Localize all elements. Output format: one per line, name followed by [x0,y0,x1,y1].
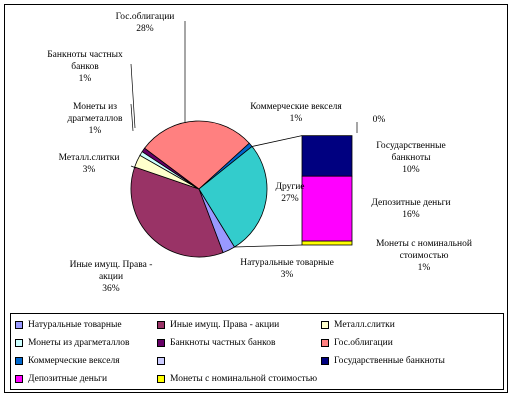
data-label-gosbank: Государственные банкноты 10% [376,141,445,175]
data-label-monety: Монеты из драгметаллов 1% [67,102,123,136]
legend-label: Депозитные деньги [28,374,108,384]
legend-label: Государственные банкноты [334,356,445,366]
connector-line-bottom [234,244,303,248]
data-label-monnom: Монеты с номинальной стоимостью 1% [376,238,472,273]
legend-label: Коммерческие векселя [28,356,120,366]
legend-item-unlabeled [157,354,170,368]
chart-legend: Натуральные товарные Иные имущ. Права - а… [10,313,504,390]
legend-item-банкноты-частных-банков: Банкноты частных банков [157,336,275,350]
legend-swatch [157,321,165,329]
pie-slice-другие [198,145,268,248]
bar-segment-депозитные-деньги [301,175,353,242]
data-label-zero: 0% [373,115,386,125]
data-label-nat: Натуральные товарные 3% [240,258,334,280]
bar-segment-государственные-банкноты [301,135,353,177]
pie-slice-гос-облигации [144,120,250,190]
legend-item-монеты-с-номинальной-стоимостью: Монеты с номинальной стоимостью [157,372,317,386]
legend-label: Гос.облигации [334,338,393,348]
legend-label: Монеты с номинальной стоимостью [170,374,318,384]
leader-line [130,63,136,129]
leader-line [130,103,134,132]
connector-line-top [251,135,303,147]
leader-line [130,165,137,169]
legend-item-гос-облигации: Гос.облигации [321,336,393,350]
data-label-drugie: Другие 27% [275,182,304,204]
legend-item-депозитные-деньги: Депозитные деньги [15,372,107,386]
legend-item-металл-слитки: Металл.слитки [321,318,395,332]
data-label-metal: Металл.слитки 3% [59,153,120,175]
legend-swatch [321,357,329,365]
pie-slice-иные-имущ-права-акции [130,166,224,258]
legend-swatch [157,375,165,383]
legend-label: Иные имущ. Права - акции [170,320,280,330]
legend-item-монеты-из-драгметаллов: Монеты из драгметаллов [15,336,129,350]
legend-swatch [157,357,165,365]
legend-swatch [321,321,329,329]
legend-item-натуральные-товарные: Натуральные товарные [15,318,122,332]
legend-label: Натуральные товарные [28,320,122,330]
legend-item-иные-имущ-права-акции: Иные имущ. Права - акции [157,318,279,332]
legend-swatch [15,375,23,383]
legend-label: Монеты из драгметаллов [28,338,130,348]
legend-swatch [15,357,23,365]
legend-swatch [15,339,23,347]
legend-swatch [15,321,23,329]
legend-item-государственные-банкноты: Государственные банкноты [321,354,445,368]
data-label-gos: Гос.облигации 28% [116,11,175,34]
data-label-inye: Иные имущ. Права -акции 36% [70,260,153,294]
bar-segment-монеты-с-номинальной-стоимостью [301,240,353,246]
legend-label: Металл.слитки [334,320,395,330]
data-label-banknoty: Банкноты частных банков 1% [47,50,123,84]
data-label-komm: Коммерческие векселя 1% [250,102,342,124]
legend-label: Банкноты частных банков [170,338,276,348]
legend-item-коммерческие-векселя: Коммерческие векселя [15,354,120,368]
legend-swatch [321,339,329,347]
data-label-depo: Депозитные деньги 16% [371,198,450,220]
legend-swatch [157,339,165,347]
